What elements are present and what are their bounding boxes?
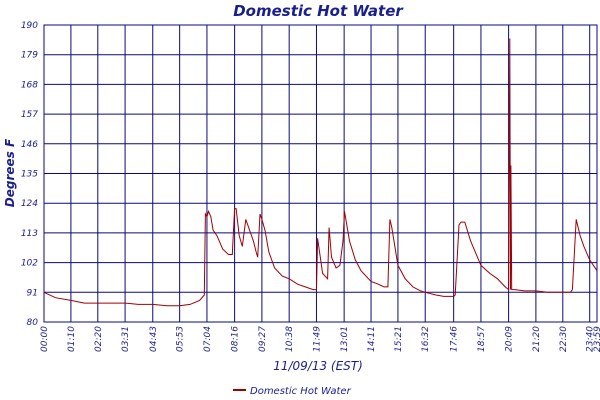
y-tick-label: 168 [21, 80, 38, 90]
legend-label: Domestic Hot Water [250, 386, 352, 397]
y-axis-label: Degrees F [3, 138, 17, 207]
x-tick-label: 00:00 [40, 326, 50, 352]
y-axis-ticks: 80 91 102 113 124 135 146 157 168 179 190 [21, 21, 38, 328]
plot-area [43, 24, 598, 323]
x-tick-label: 07:04 [203, 326, 213, 352]
x-tick-label: 23:59 [593, 326, 600, 352]
series-line-domestic-hot-water [43, 38, 598, 307]
y-tick-label: 80 [27, 318, 39, 328]
x-tick-label: 05:53 [176, 326, 186, 352]
y-tick-label: 102 [21, 259, 38, 269]
x-tick-label: 13:01 [340, 326, 350, 352]
y-tick-label: 146 [21, 140, 38, 150]
x-tick-label: 22:30 [559, 326, 569, 352]
x-tick-label: 17:46 [450, 326, 460, 352]
x-tick-label: 02:20 [94, 326, 104, 352]
x-tick-label: 11:49 [312, 326, 322, 352]
x-tick-label: 01:10 [67, 326, 77, 352]
x-tick-label: 03:31 [121, 326, 131, 352]
x-tick-label: 20:09 [505, 326, 515, 352]
x-tick-label: 16:32 [421, 326, 431, 352]
x-axis-label: 11/09/13 (EST) [273, 359, 363, 373]
y-tick-label: 135 [21, 170, 38, 180]
y-tick-label: 157 [21, 110, 38, 120]
x-tick-label: 10:38 [285, 326, 295, 352]
x-tick-label: 23:40 [586, 326, 596, 352]
y-tick-label: 91 [27, 288, 38, 298]
x-tick-label: 15:21 [394, 326, 404, 352]
legend: Domestic Hot Water [233, 386, 352, 397]
chart-title: Domestic Hot Water [233, 2, 404, 20]
y-tick-label: 190 [21, 21, 38, 31]
y-tick-label: 113 [21, 229, 38, 239]
x-tick-label: 21:20 [532, 326, 542, 352]
x-tick-label: 14:11 [367, 326, 377, 352]
x-tick-label: 09:27 [258, 326, 268, 352]
x-tick-label: 18:57 [477, 326, 487, 352]
y-tick-label: 179 [21, 51, 38, 61]
y-tick-label: 124 [21, 199, 38, 209]
x-tick-label: 08:16 [231, 326, 241, 352]
x-tick-label: 04:43 [149, 326, 159, 352]
x-axis-ticks: 00:00 01:10 02:20 03:31 04:43 05:53 07:04 08:16… [40, 326, 600, 352]
plot-frame [43, 24, 598, 323]
